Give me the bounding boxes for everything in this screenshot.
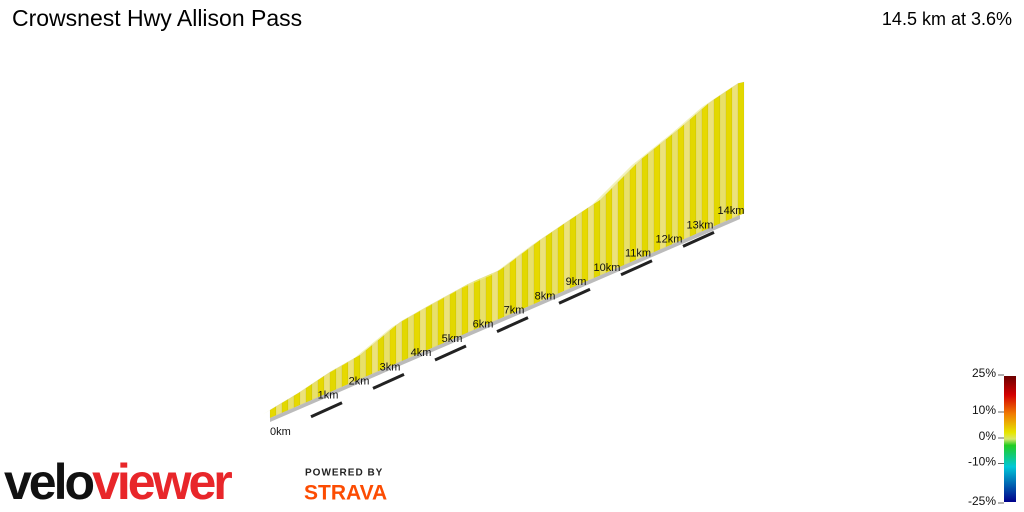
profile-segment: [689, 113, 697, 237]
profile-segment: [365, 344, 373, 377]
profile-segment: [491, 270, 499, 323]
profile-segment: [731, 82, 739, 219]
logo-end: viewer: [92, 454, 232, 510]
profile-segment: [611, 181, 619, 271]
distance-tick-label: 7km: [504, 305, 525, 317]
profile-segment: [701, 103, 709, 232]
summary: 14.5 km at 3.6%: [882, 9, 1012, 29]
distance-tick-label: 11km: [625, 248, 651, 260]
scale-tick-label: -10%: [968, 455, 996, 469]
profile-segment: [671, 129, 679, 245]
distance-tick-label: 0km: [270, 426, 291, 438]
strava-logo: STRAVA: [304, 482, 387, 505]
scale-tick-label: 10%: [972, 403, 996, 417]
profile-segment: [725, 86, 733, 222]
distance-tick-label: 5km: [442, 333, 463, 345]
distance-tick-label: 2km: [349, 376, 370, 388]
profile-segment: [425, 303, 433, 352]
profile-segment: [521, 248, 529, 310]
distance-tick-label: 13km: [687, 219, 714, 231]
distance-tick-label: 14km: [718, 205, 745, 217]
profile-segment: [557, 223, 565, 294]
profile-segment: [665, 133, 673, 248]
axis-segment: [558, 287, 591, 305]
profile-segment: [515, 253, 523, 313]
profile-segment: [341, 361, 349, 388]
gradient-scale: 25% 10% 0% -10% -25%: [968, 366, 1004, 508]
profile-segment: [545, 231, 553, 300]
scale-tick-label: 0%: [979, 429, 997, 443]
profile-segment: [335, 364, 343, 390]
axis-segment: [372, 373, 405, 390]
distance-tick-label: 10km: [594, 262, 621, 274]
title: Crowsnest Hwy Allison Pass: [12, 5, 302, 31]
profile-segment: [431, 300, 439, 349]
gradient-scale-bar: [1004, 376, 1016, 502]
distance-tick-label: 8km: [535, 290, 556, 302]
profile-segment: [605, 187, 613, 274]
profile-segment: [395, 320, 403, 364]
scale-tick-label: 25%: [972, 366, 996, 380]
axis-segment: [620, 259, 653, 277]
scale-tick-label: -25%: [968, 494, 996, 508]
profile-segment: [461, 283, 469, 336]
profile-segment: [647, 148, 655, 256]
profile-segment: [551, 227, 559, 297]
profile-segment: [707, 98, 715, 230]
distance-tick-label: 4km: [411, 347, 432, 359]
profile-segment: [617, 175, 625, 269]
profile-segment: [719, 90, 727, 225]
profile-segment: [641, 153, 649, 258]
powered-by: POWERED BY: [305, 468, 383, 479]
profile-segment: [329, 368, 337, 393]
profile-segment: [401, 317, 409, 362]
profile-segment: [371, 339, 379, 375]
profile-segment: [455, 286, 463, 339]
profile-base: [270, 215, 740, 422]
elevation-profile: [262, 81, 745, 422]
profile-segment: [485, 273, 493, 326]
profile-segment: [293, 391, 301, 409]
axis-segment: [496, 316, 529, 333]
axis-segment: [434, 344, 467, 362]
profile-segment: [305, 383, 313, 403]
distance-axis: 0km 1km 2km 3km 4km 5km 6km 7km 8km 9km 10km 11km 12…: [270, 205, 744, 438]
profile-segment: [737, 81, 745, 217]
profile-segment: [677, 123, 685, 243]
profile-segment: [695, 108, 703, 235]
distance-tick-label: 3km: [380, 361, 401, 373]
logo: veloviewer: [4, 454, 232, 510]
profile-segment: [575, 211, 583, 287]
profile-segment: [527, 244, 535, 307]
axis-segment: [310, 401, 343, 419]
distance-tick-label: 12km: [656, 234, 683, 246]
distance-tick-label: 1km: [318, 390, 339, 402]
profile-segment: [635, 157, 643, 261]
profile-segment: [299, 387, 307, 406]
profile-segment: [581, 207, 589, 284]
axis-segment: [682, 231, 715, 248]
distance-tick-label: 9km: [566, 276, 587, 288]
profile-segment: [389, 324, 397, 367]
logo-start: velo: [4, 454, 94, 510]
distance-tick-label: 6km: [473, 319, 494, 331]
